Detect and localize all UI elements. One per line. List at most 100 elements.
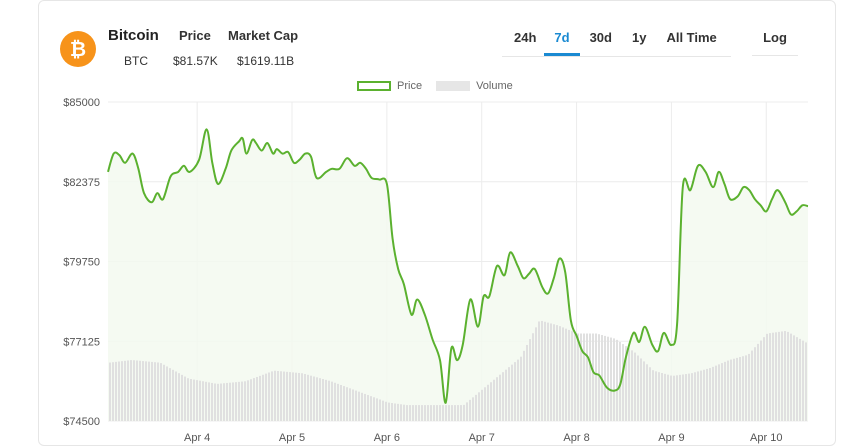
volume-bar [178, 373, 180, 421]
volume-bar [250, 379, 252, 421]
volume-bar [637, 355, 639, 421]
volume-bar [751, 350, 753, 421]
volume-bar [760, 340, 762, 421]
volume-bar [646, 364, 648, 421]
tab-1y[interactable]: 1y [631, 30, 647, 45]
volume-bar [400, 404, 402, 421]
price-line [107, 128, 809, 404]
volume-bar [172, 369, 174, 421]
volume-bar [265, 373, 267, 421]
volume-bar [130, 360, 132, 421]
volume-bar [595, 333, 597, 421]
tab-7d[interactable]: 7d [544, 22, 580, 56]
volume-bar [226, 382, 228, 421]
legend-volume-label[interactable]: Volume [476, 80, 513, 92]
tab-all-time[interactable]: All Time [666, 30, 717, 45]
volume-bar [487, 384, 489, 421]
volume-bar [652, 370, 654, 421]
volume-bar [691, 373, 693, 421]
y-tick-label: $85000 [63, 97, 100, 109]
volume-bar [349, 388, 351, 421]
volume-bar [559, 326, 561, 421]
volume-bar [736, 357, 738, 421]
volume-bar [796, 337, 798, 421]
volume-bar [271, 371, 273, 421]
volume-bar [424, 405, 426, 421]
volume-bar [475, 394, 477, 421]
legend-volume-swatch[interactable] [436, 81, 471, 91]
tab-24h[interactable]: 24h [514, 30, 537, 45]
volume-bar [772, 332, 774, 421]
volume-bar [163, 364, 165, 421]
volume-bar [763, 337, 765, 421]
volume-bar [496, 377, 498, 421]
volume-bar [376, 398, 378, 421]
volume-bar [799, 338, 801, 421]
volume-bar [457, 405, 459, 421]
volume-bar [664, 373, 666, 421]
volume-bar [517, 359, 519, 421]
volume-bar [115, 361, 117, 421]
volume-bar [733, 358, 735, 421]
volume-bar [262, 374, 264, 421]
range-tabs: 24h 7d 30d 1y All Time [502, 22, 731, 57]
volume-bar [235, 382, 237, 421]
volume-bar [616, 339, 618, 421]
volume-bar [340, 384, 342, 421]
volume-bar [526, 344, 528, 421]
volume-bar [577, 333, 579, 421]
log-scale-toggle[interactable]: Log [752, 22, 798, 56]
legend-price-label[interactable]: Price [397, 80, 423, 92]
volume-bar [166, 366, 168, 421]
volume-bar [157, 362, 159, 421]
tab-30d[interactable]: 30d [589, 30, 612, 45]
volume-bar [727, 360, 729, 421]
volume-bar [301, 373, 303, 421]
volume-bar [406, 405, 408, 421]
volume-bar [208, 382, 210, 421]
volume-bar [124, 360, 126, 421]
volume-bar [478, 392, 480, 421]
volume-bar [175, 371, 177, 421]
volume-bar [715, 365, 717, 421]
volume-bar [328, 380, 330, 421]
volume-bar [433, 405, 435, 421]
volume-bar [325, 379, 327, 421]
volume-bar [298, 372, 300, 421]
volume-bar [139, 360, 141, 421]
volume-bar [223, 383, 225, 421]
volume-bar [613, 338, 615, 421]
volume-bar [148, 361, 150, 421]
volume-bar [784, 331, 786, 421]
volume-bar [724, 361, 726, 421]
volume-bar [655, 371, 657, 421]
volume-bar [493, 379, 495, 421]
volume-bar [529, 339, 531, 421]
volume-bar [568, 329, 570, 421]
volume-bar [679, 374, 681, 421]
volume-bar [283, 371, 285, 421]
volume-bar [238, 381, 240, 421]
volume-bar [718, 364, 720, 421]
volume-bar [310, 375, 312, 421]
legend-price-swatch[interactable] [357, 81, 391, 91]
volume-bar [112, 362, 114, 421]
volume-bar [586, 333, 588, 421]
x-tick-label: Apr 8 [563, 432, 589, 444]
volume-bar [367, 395, 369, 421]
volume-bar [316, 377, 318, 421]
volume-bar [379, 399, 381, 421]
volume-bar [721, 363, 723, 421]
x-tick-label: Apr 4 [184, 432, 210, 444]
volume-bar [553, 324, 555, 421]
volume-bar [370, 396, 372, 421]
volume-bar [373, 397, 375, 421]
volume-bar [550, 323, 552, 421]
volume-bar [511, 364, 513, 421]
volume-bar [685, 374, 687, 421]
volume-bar [133, 360, 135, 421]
coin-symbol: BTC [124, 54, 148, 68]
volume-bar [205, 381, 207, 421]
volume-bar [688, 373, 690, 421]
